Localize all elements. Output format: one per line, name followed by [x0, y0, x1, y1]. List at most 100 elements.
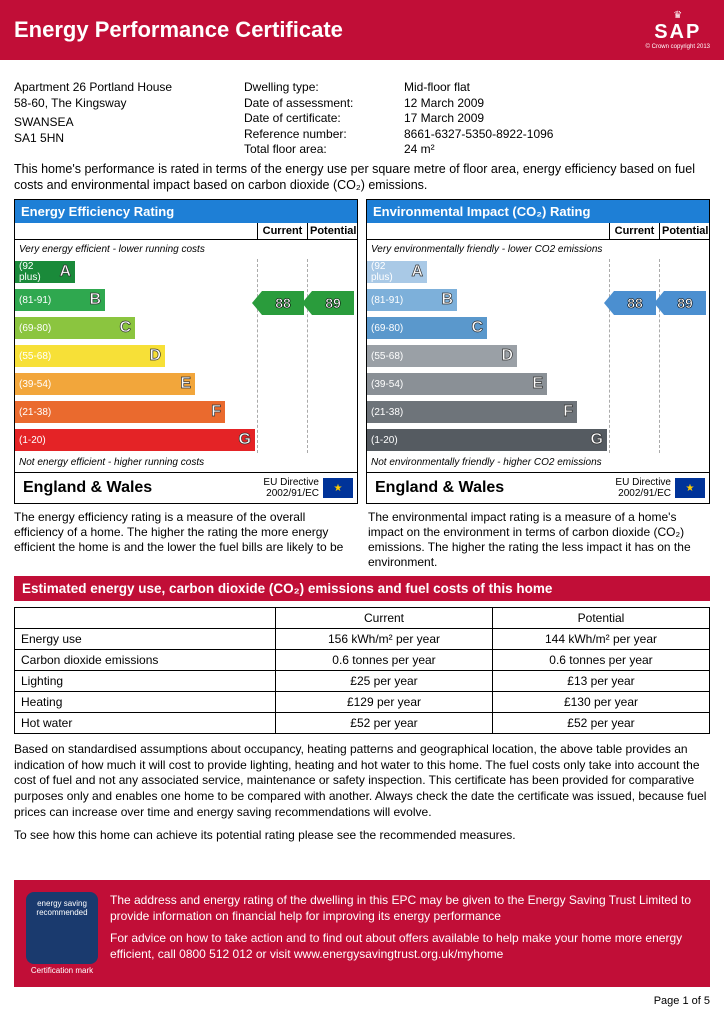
label-dwelling: Dwelling type: — [244, 80, 404, 96]
band-range: (55-68) — [371, 351, 403, 362]
value-certificate-date: 17 March 2009 — [404, 111, 710, 127]
energy-saving-trust-logo — [26, 892, 98, 964]
band-letter: G — [239, 431, 251, 449]
band-range: (92 plus) — [371, 261, 407, 283]
page-number: Page 1 of 5 — [14, 995, 710, 1007]
band-letter: D — [149, 347, 161, 365]
eu-flag-icon: ★ — [675, 478, 705, 498]
band-letter: B — [89, 291, 101, 309]
value-reference: 8661-6327-5350-8922-1096 — [404, 127, 710, 143]
region-row: England & WalesEU Directive2002/91/EC★ — [367, 472, 709, 503]
band-range: (69-80) — [371, 323, 403, 334]
band-range: (81-91) — [371, 295, 403, 306]
row-label: Energy use — [15, 629, 276, 650]
col-potential: Potential — [492, 608, 709, 629]
col-current: Current — [276, 608, 493, 629]
band-letter: C — [119, 319, 131, 337]
band-letter: A — [411, 263, 423, 281]
table-row: Lighting£25 per year£13 per year — [15, 671, 710, 692]
row-potential: £52 per year — [492, 713, 709, 734]
row-potential: 0.6 tonnes per year — [492, 650, 709, 671]
rating-band: (81-91)B — [15, 287, 357, 313]
band-letter: C — [471, 319, 483, 337]
band-letter: G — [591, 431, 603, 449]
col-potential: Potential — [659, 223, 709, 239]
estimated-section-title: Estimated energy use, carbon dioxide (CO… — [14, 576, 710, 601]
intro-text: This home's performance is rated in term… — [14, 162, 710, 193]
label-floor-area: Total floor area: — [244, 142, 404, 158]
row-label: Carbon dioxide emissions — [15, 650, 276, 671]
value-assessment-date: 12 March 2009 — [404, 96, 710, 112]
rating-band: (55-68) D — [15, 343, 357, 369]
table-row: Heating£129 per year£130 per year — [15, 692, 710, 713]
efficiency-chart: Energy Efficiency RatingCurrentPotential… — [14, 199, 358, 504]
rating-band: (1-20)G — [15, 427, 357, 453]
document-title: Energy Performance Certificate — [14, 17, 343, 43]
chart-title: Energy Efficiency Rating — [15, 200, 357, 223]
efficiency-description: The energy efficiency rating is a measur… — [14, 510, 356, 570]
region-name: England & Wales — [371, 479, 615, 497]
rating-band: (92 plus)A — [15, 259, 357, 285]
address-line: Apartment 26 Portland House — [14, 80, 244, 96]
row-potential: £13 per year — [492, 671, 709, 692]
chart-note-bottom: Not environmentally friendly - higher CO… — [367, 455, 709, 470]
table-row: Hot water£52 per year£52 per year — [15, 713, 710, 734]
rating-band: (69-80) C — [367, 315, 709, 341]
label-certificate-date: Date of certificate: — [244, 111, 404, 127]
row-potential: £130 per year — [492, 692, 709, 713]
address-line: 58-60, The Kingsway — [14, 96, 244, 112]
row-label: Heating — [15, 692, 276, 713]
table-note-1: Based on standardised assumptions about … — [14, 742, 710, 820]
row-current: £25 per year — [276, 671, 493, 692]
band-range: (39-54) — [19, 379, 51, 390]
footer-text-1: The address and energy rating of the dwe… — [110, 892, 698, 924]
row-current: 156 kWh/m² per year — [276, 629, 493, 650]
chart-note-top: Very energy efficient - lower running co… — [15, 242, 357, 257]
table-note-2: To see how this home can achieve its pot… — [14, 828, 710, 844]
region-row: England & WalesEU Directive2002/91/EC★ — [15, 472, 357, 503]
charts-container: Energy Efficiency RatingCurrentPotential… — [14, 199, 710, 504]
col-current: Current — [609, 223, 659, 239]
band-range: (69-80) — [19, 323, 51, 334]
row-label: Lighting — [15, 671, 276, 692]
row-potential: 144 kWh/m² per year — [492, 629, 709, 650]
col-current: Current — [257, 223, 307, 239]
band-range: (92 plus) — [19, 261, 55, 283]
rating-band: (39-54)E — [15, 371, 357, 397]
chart-title: Environmental Impact (CO₂) Rating — [367, 200, 709, 223]
row-current: £129 per year — [276, 692, 493, 713]
band-range: (39-54) — [371, 379, 403, 390]
footer-text-2: For advice on how to take action and to … — [110, 930, 698, 962]
eu-flag-icon: ★ — [323, 478, 353, 498]
table-row: Carbon dioxide emissions0.6 tonnes per y… — [15, 650, 710, 671]
table-row: Energy use156 kWh/m² per year144 kWh/m² … — [15, 629, 710, 650]
rating-band: (1-20) G — [367, 427, 709, 453]
sap-logo: ♛ SAP © Crown copyright 2013 — [646, 10, 710, 50]
rating-band: (81-91)B — [367, 287, 709, 313]
row-label: Hot water — [15, 713, 276, 734]
band-letter: F — [563, 403, 573, 421]
crown-icon: ♛ — [646, 10, 710, 21]
eu-directive: EU Directive2002/91/EC — [615, 477, 671, 499]
address-line: SWANSEA — [14, 115, 244, 131]
footer-panel: Certification mark The address and energ… — [14, 880, 710, 987]
chart-note-top: Very environmentally friendly - lower CO… — [367, 242, 709, 257]
rating-band: (69-80) C — [15, 315, 357, 341]
col-potential: Potential — [307, 223, 357, 239]
region-name: England & Wales — [19, 479, 263, 497]
label-assessment-date: Date of assessment: — [244, 96, 404, 112]
environmental-chart: Environmental Impact (CO₂) RatingCurrent… — [366, 199, 710, 504]
band-letter: F — [211, 403, 221, 421]
row-current: 0.6 tonnes per year — [276, 650, 493, 671]
certification-mark-label: Certification mark — [26, 966, 98, 975]
rating-band: (55-68)D — [367, 343, 709, 369]
band-letter: E — [532, 375, 543, 393]
band-range: (55-68) — [19, 351, 51, 362]
rating-band: (21-38)F — [367, 399, 709, 425]
band-range: (21-38) — [19, 407, 51, 418]
rating-band: (21-38) F — [15, 399, 357, 425]
label-reference: Reference number: — [244, 127, 404, 143]
row-current: £52 per year — [276, 713, 493, 734]
band-range: (1-20) — [371, 435, 398, 446]
chart-note-bottom: Not energy efficient - higher running co… — [15, 455, 357, 470]
